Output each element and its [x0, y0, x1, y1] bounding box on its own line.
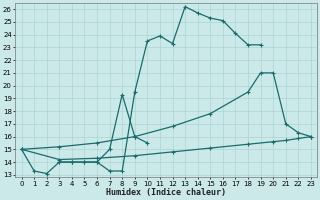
X-axis label: Humidex (Indice chaleur): Humidex (Indice chaleur)	[106, 188, 226, 197]
